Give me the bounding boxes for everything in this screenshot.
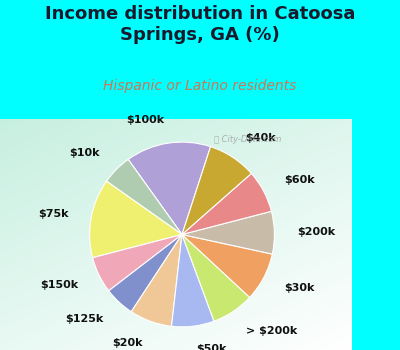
Text: $30k: $30k [284,283,315,293]
Text: Hispanic or Latino residents: Hispanic or Latino residents [103,79,297,93]
Wedge shape [182,147,251,235]
Text: $20k: $20k [112,338,143,348]
Wedge shape [182,211,274,254]
Text: $50k: $50k [196,344,226,350]
Wedge shape [92,234,182,291]
Wedge shape [182,234,272,298]
Wedge shape [172,234,214,327]
Wedge shape [106,159,182,234]
Wedge shape [128,142,210,235]
Text: $75k: $75k [38,209,68,219]
Wedge shape [131,234,182,326]
Text: $10k: $10k [70,148,100,158]
Text: Income distribution in Catoosa
Springs, GA (%): Income distribution in Catoosa Springs, … [45,5,355,44]
Text: $60k: $60k [284,175,315,186]
Text: $150k: $150k [40,280,78,290]
Wedge shape [182,174,272,234]
Wedge shape [90,181,182,258]
Text: $100k: $100k [126,116,164,125]
Text: $40k: $40k [246,133,276,143]
Text: $200k: $200k [298,227,336,237]
Text: $125k: $125k [65,314,103,324]
Text: > $200k: > $200k [246,326,297,336]
Text: ⓘ City-Data.com: ⓘ City-Data.com [214,135,281,144]
Wedge shape [109,234,182,312]
Wedge shape [182,234,250,321]
